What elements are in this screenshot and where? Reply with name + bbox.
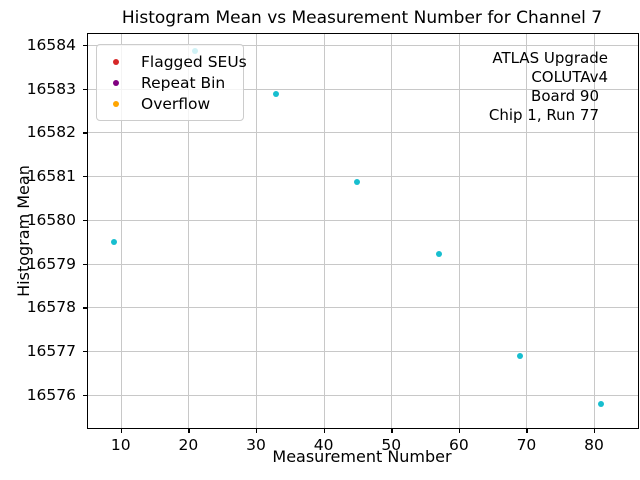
data-point [273,91,280,98]
y-tick-mark [82,307,87,309]
annotation-line: ATLAS Upgrade [492,49,608,67]
data-point [516,352,523,359]
x-gridline [391,34,393,428]
x-gridline [458,34,460,428]
data-point [435,251,442,258]
x-tick-mark [188,428,190,433]
legend-marker-repeat-bin-icon [113,79,119,86]
y-gridline [88,394,638,396]
x-gridline [188,34,190,428]
y-gridline [88,132,638,134]
y-gridline [88,219,638,221]
annotation-line: Board 90 [531,87,599,105]
x-tick-label: 60 [448,436,469,454]
legend-entry-repeat-bin: Repeat Bin [97,72,243,93]
legend-entry-flagged-seus: Flagged SEUs [97,51,247,72]
x-tick-mark [458,428,461,433]
data-point [354,178,361,185]
y-tick-mark [82,44,87,47]
y-tick-mark [82,176,87,178]
x-tick-mark [323,428,325,433]
y-tick-label: 16583 [26,79,76,98]
x-tick-label: 80 [584,436,604,454]
x-tick-label: 20 [178,436,199,454]
x-tick-label: 40 [313,436,334,454]
x-gridline [323,34,325,428]
y-tick-mark [82,219,87,222]
y-tick-label: 16578 [26,298,76,317]
y-gridline [88,263,638,265]
y-tick-label: 16579 [26,254,76,273]
annotation: ATLAS Upgrade COLUTAv4 Board 90 Chip 1, … [489,49,608,125]
y-tick-label: 16577 [26,342,76,361]
annotation-line: COLUTAv4 [531,68,608,86]
y-gridline [88,176,638,178]
y-tick-label: 16584 [26,35,76,54]
plot-area: 16576 16577 16578 16579 16580 16581 16582 16583… [27,33,639,454]
y-tick-label: 16581 [26,167,76,186]
x-tick-mark [391,428,393,433]
x-tick-mark [526,428,528,433]
x-tick-label: 30 [246,436,266,454]
x-tick-label: 10 [110,436,131,454]
x-gridline [256,34,257,428]
legend-marker-overflow-icon [113,100,119,107]
y-tick-mark [82,394,87,397]
data-point [597,400,604,407]
y-gridline [88,351,638,353]
legend-marker-flagged-seus-icon [113,58,119,65]
x-tick-label: 70 [516,436,537,454]
y-tick-label: 16580 [26,210,76,229]
y-tick-mark [82,88,87,90]
data-point [111,239,118,246]
x-gridline [594,34,596,428]
y-tick-label: 16582 [26,123,76,142]
y-tick-mark [82,132,87,134]
legend-label-repeat-bin: Repeat Bin [141,73,226,92]
y-gridline [88,44,638,46]
chart-title: Histogram Mean vs Measurement Number for… [121,8,603,28]
x-tick-mark [256,428,258,433]
legend-label-flagged-seus: Flagged SEUs [141,52,247,71]
y-tick-mark [82,351,87,353]
y-tick-label: 16576 [26,385,76,404]
y-gridline [88,88,638,90]
y-tick-mark [82,263,87,265]
legend-label-overflow: Overflow [141,94,211,113]
x-tick-mark [120,428,123,433]
legend: Flagged SEUs Repeat Bin Overflow [96,44,247,121]
y-gridline [88,307,638,309]
annotation-line: Chip 1, Run 77 [488,106,599,124]
x-gridline [120,34,122,428]
x-tick-label: 50 [381,436,402,454]
x-axis-label: Measurement Number [272,447,452,466]
x-gridline [526,34,528,428]
legend-entry-overflow: Overflow [97,93,243,114]
x-tick-mark [594,428,596,433]
